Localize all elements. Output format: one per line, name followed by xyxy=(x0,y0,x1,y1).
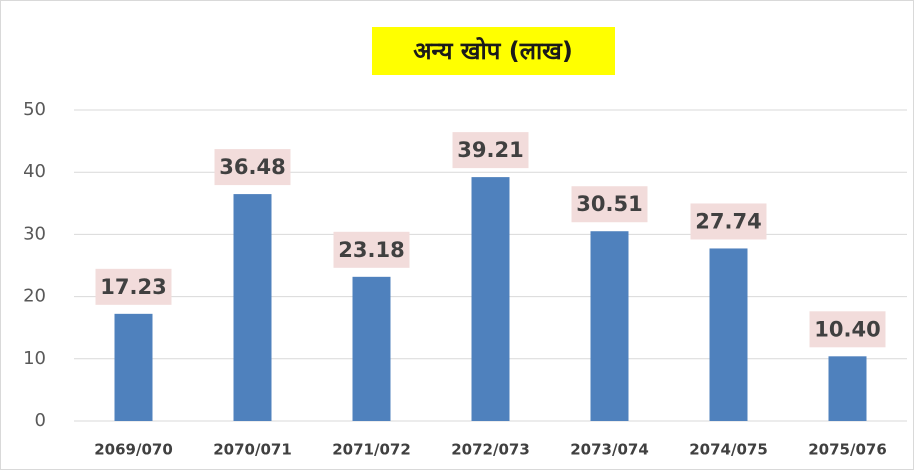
value-label: 39.21 xyxy=(457,138,523,162)
value-label-bg xyxy=(95,268,172,305)
x-tick-label: 2072/073 xyxy=(451,441,530,459)
bar xyxy=(590,231,629,421)
value-label-bg xyxy=(571,186,648,223)
bar xyxy=(828,356,867,421)
y-tick-label: 50 xyxy=(23,99,46,120)
value-label-bg xyxy=(214,149,291,186)
value-label-bg xyxy=(690,203,767,240)
value-label: 10.40 xyxy=(814,317,880,341)
value-label-bg xyxy=(809,311,886,348)
y-tick-label: 40 xyxy=(23,161,46,182)
bar xyxy=(352,276,391,421)
x-tick-label: 2069/070 xyxy=(94,441,173,459)
bar xyxy=(233,194,272,421)
x-tick-label: 2075/076 xyxy=(808,441,887,459)
y-tick-label: 10 xyxy=(23,348,46,369)
y-tick-label: 20 xyxy=(23,286,46,307)
chart-title: अन्य खोप (लाख) xyxy=(413,37,573,65)
x-tick-label: 2070/071 xyxy=(213,441,292,459)
value-label: 36.48 xyxy=(219,155,285,179)
value-label: 17.23 xyxy=(100,275,166,299)
x-tick-label: 2074/075 xyxy=(689,441,768,459)
value-label: 30.51 xyxy=(576,192,642,216)
bar xyxy=(471,177,510,421)
title-highlight xyxy=(372,27,615,75)
bar xyxy=(709,248,748,421)
bar xyxy=(114,313,153,421)
y-tick-label: 30 xyxy=(23,223,46,244)
value-label-bg xyxy=(333,231,410,268)
value-label-bg xyxy=(452,132,529,169)
value-label: 23.18 xyxy=(338,238,404,262)
x-tick-label: 2073/074 xyxy=(570,441,649,459)
x-tick-label: 2071/072 xyxy=(332,441,411,459)
y-tick-label: 0 xyxy=(35,410,46,431)
value-label: 27.74 xyxy=(695,209,761,233)
